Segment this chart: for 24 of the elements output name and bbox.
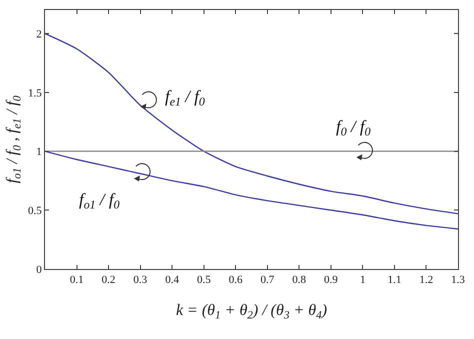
series-label: f$_{o1}$ / f$_{0}$ xyxy=(79,190,120,212)
series-label: f$_{0}$ / f$_{0}$ xyxy=(336,117,371,139)
text: k = (θ$_{1}$ + θ$_{2}$) / (θ$_{3}$ + θ$_{4}$) xyxy=(176,302,328,322)
y-tick-label: 1.5 xyxy=(28,87,42,100)
x-tick-label: 0.9 xyxy=(324,274,338,286)
x-tick-label: 1.2 xyxy=(419,274,434,286)
x-tick-label: 1 xyxy=(360,274,366,286)
y-tick-label: 1 xyxy=(36,146,42,158)
x-tick-label: 0.6 xyxy=(228,274,243,286)
x-tick-label: 0.2 xyxy=(102,274,116,286)
x-tick-label: 0.4 xyxy=(165,274,180,286)
x-tick-label: 0.3 xyxy=(133,274,148,286)
y-tick-label: 0 xyxy=(36,264,42,276)
y-tick-label: 2 xyxy=(36,28,42,40)
x-tick-label: 0.7 xyxy=(260,274,275,286)
line-series xyxy=(45,32,458,214)
line-series xyxy=(45,150,458,230)
x-tick-label: 0.5 xyxy=(196,274,212,286)
x-tick-label: 0.8 xyxy=(292,274,307,286)
y-tick-label: 0.5 xyxy=(28,204,42,217)
x-tick-label: 0.1 xyxy=(70,274,84,286)
x-tick-label: 1.1 xyxy=(388,274,402,286)
x-tick-label: 1.3 xyxy=(451,274,466,286)
series-label: f$_{e1}$ / f$_{0}$ xyxy=(165,87,205,109)
